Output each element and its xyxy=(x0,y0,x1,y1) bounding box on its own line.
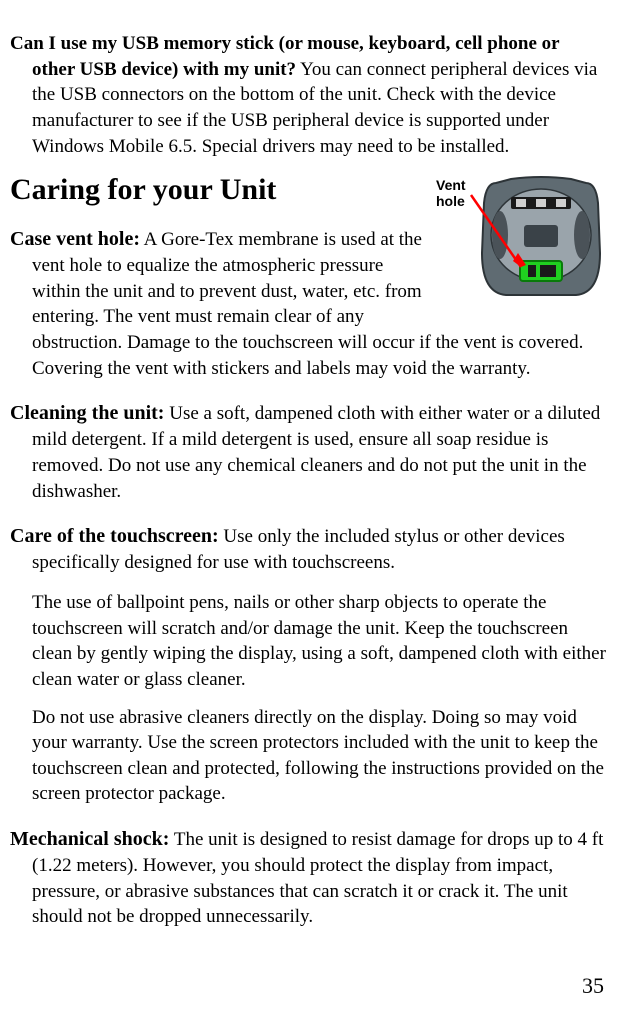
vent-arrow-icon xyxy=(466,187,546,297)
vent-label-line1: Vent xyxy=(436,177,466,193)
faq-usb: Can I use my USB memory stick (or mouse,… xyxy=(10,31,606,159)
shock-lead: Mechanical shock: xyxy=(10,828,169,850)
touchscreen-lead: Care of the touchscreen: xyxy=(10,525,219,547)
touchscreen-body3: Do not use abrasive cleaners directly on… xyxy=(32,705,606,808)
shock-block: Mechanical shock: The unit is designed t… xyxy=(10,826,606,930)
cleaning-block: Cleaning the unit: Use a soft, dampened … xyxy=(10,400,606,504)
vent-label-line2: hole xyxy=(436,193,465,209)
case-vent-lead: Case vent hole: xyxy=(10,228,140,250)
vent-label: Vent hole xyxy=(436,177,466,209)
vent-hole-figure: Vent hole xyxy=(436,173,606,303)
cleaning-lead: Cleaning the unit: xyxy=(10,402,164,424)
touchscreen-body2: The use of ballpoint pens, nails or othe… xyxy=(32,590,606,693)
page-root: Can I use my USB memory stick (or mouse,… xyxy=(0,0,624,1011)
touchscreen-block-1: Care of the touchscreen: Use only the in… xyxy=(10,523,606,576)
page-number: 35 xyxy=(582,973,604,999)
